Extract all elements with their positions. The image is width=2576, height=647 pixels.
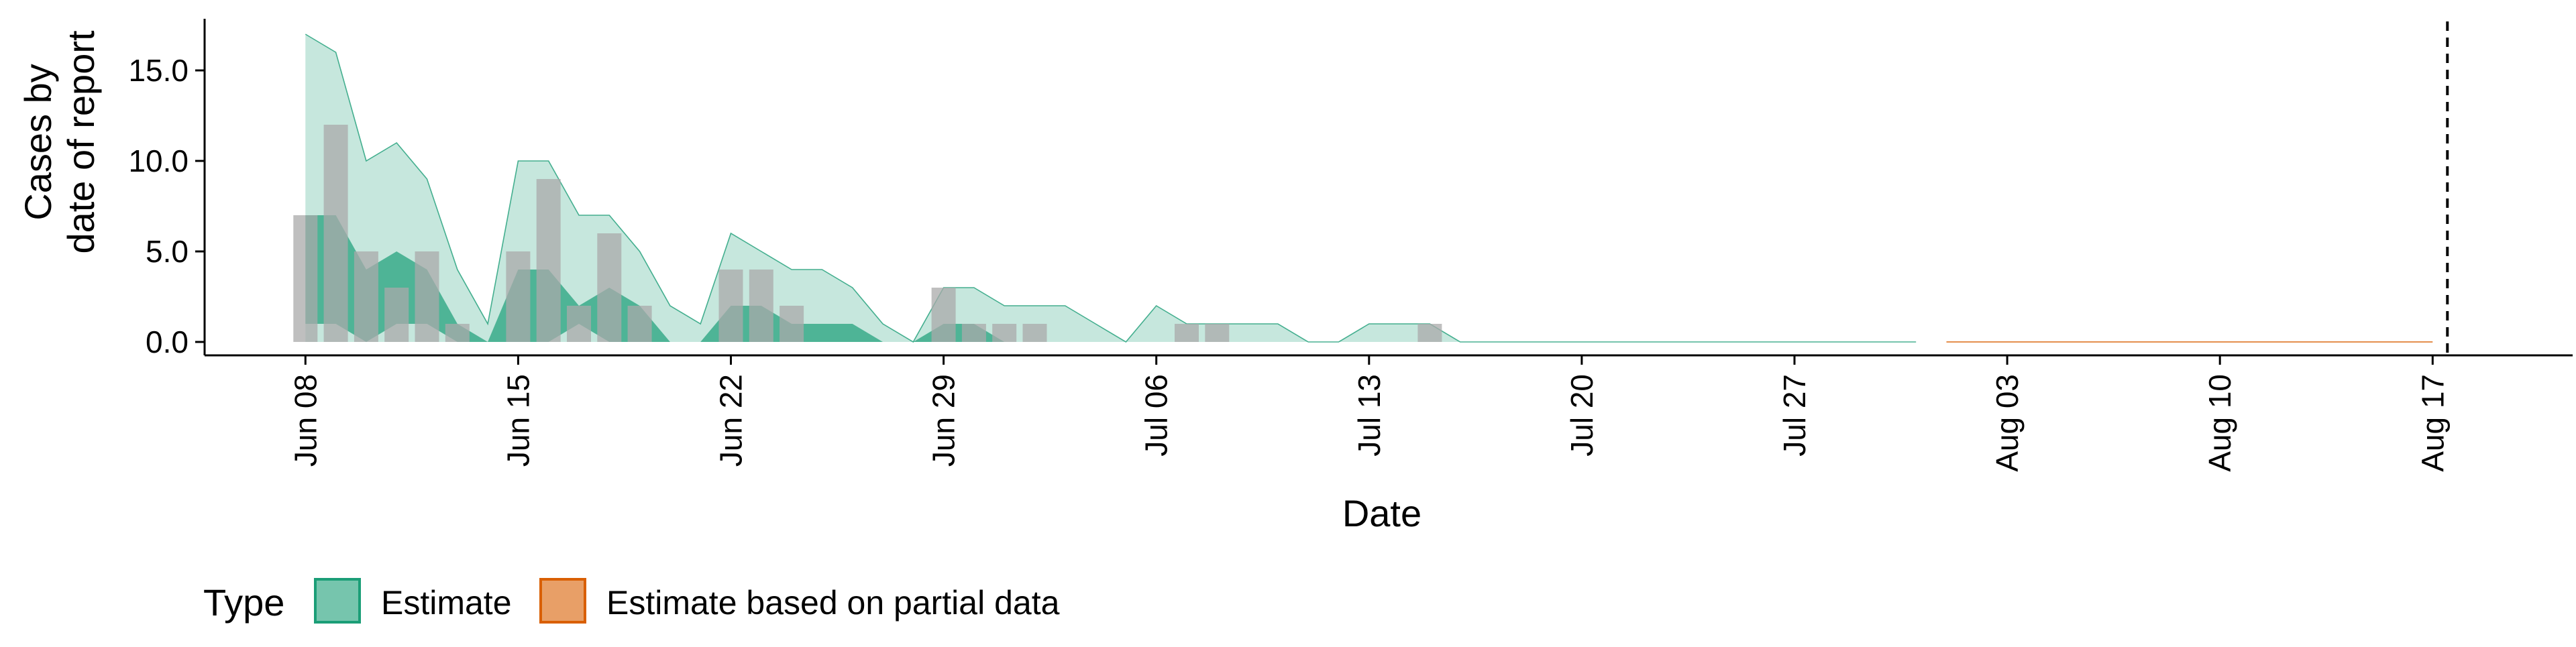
observed-case-bar [597, 233, 622, 342]
x-tick-label: Jun 15 [500, 374, 535, 467]
x-tick-label: Jun 29 [926, 374, 961, 467]
legend-label-partial: Estimate based on partial data [606, 584, 1060, 622]
observed-case-bar [749, 270, 773, 342]
estimate-inner-band [305, 215, 1035, 342]
x-tick-label: Jul 20 [1564, 374, 1599, 457]
legend: Type Estimate Estimate based on partial da… [203, 578, 1060, 624]
estimate-outer-band [305, 34, 1917, 342]
observed-case-bar [780, 306, 804, 342]
y-axis-label-line-2: date of report [60, 30, 102, 254]
estimate-inner-band-layer [305, 215, 1035, 342]
observed-case-bar [293, 215, 318, 342]
y-ticks-layer: 0.0 5.0 10.0 15.0 [128, 53, 205, 359]
observed-case-bar [931, 288, 956, 342]
observed-case-bar [415, 251, 439, 342]
observed-case-bar [718, 270, 743, 342]
y-tick-label: 10.0 [128, 143, 189, 178]
observed-case-bar [384, 288, 409, 342]
x-tick-label: Jul 06 [1139, 374, 1174, 457]
observed-case-bar [992, 324, 1017, 342]
y-tick-label: 0.0 [146, 325, 189, 359]
y-tick-label: 15.0 [128, 53, 189, 88]
observed-case-bar [1022, 324, 1047, 342]
legend-label-estimate: Estimate [381, 584, 512, 622]
x-tick-label: Jul 27 [1777, 374, 1812, 457]
legend-swatch-partial [539, 578, 586, 624]
x-tick-label: Jul 13 [1352, 374, 1387, 457]
observed-case-bar [445, 324, 470, 342]
observed-case-bar [323, 125, 348, 342]
x-tick-label: Aug 03 [1990, 374, 2025, 472]
x-tick-label: Jun 22 [714, 374, 749, 467]
observed-case-bar [1175, 324, 1199, 342]
observed-cases-bars-layer [293, 125, 1442, 342]
observed-case-bar [536, 179, 561, 342]
observed-case-bar [627, 306, 652, 342]
observed-case-bar [354, 251, 378, 342]
observed-case-bar [567, 306, 591, 342]
x-tick-label: Aug 10 [2202, 374, 2237, 472]
observed-case-bar [961, 324, 986, 342]
x-tick-label: Aug 17 [2415, 374, 2450, 472]
observed-case-bar [506, 251, 531, 342]
observed-case-bar [1205, 324, 1230, 342]
x-axis-label: Date [1342, 492, 1421, 534]
x-tick-label: Jun 08 [288, 374, 323, 467]
legend-swatch-estimate [314, 578, 361, 624]
axes-layer [203, 19, 2573, 357]
y-axis-label-line-1: Cases by [17, 64, 59, 220]
observed-case-bar [1417, 324, 1442, 342]
y-tick-label: 5.0 [146, 234, 189, 269]
x-ticks-layer: Jun 08 Jun 15 Jun 22 Jun 29 Jul 06 Jul 13 Jul … [288, 355, 2450, 472]
legend-title: Type [203, 581, 284, 624]
